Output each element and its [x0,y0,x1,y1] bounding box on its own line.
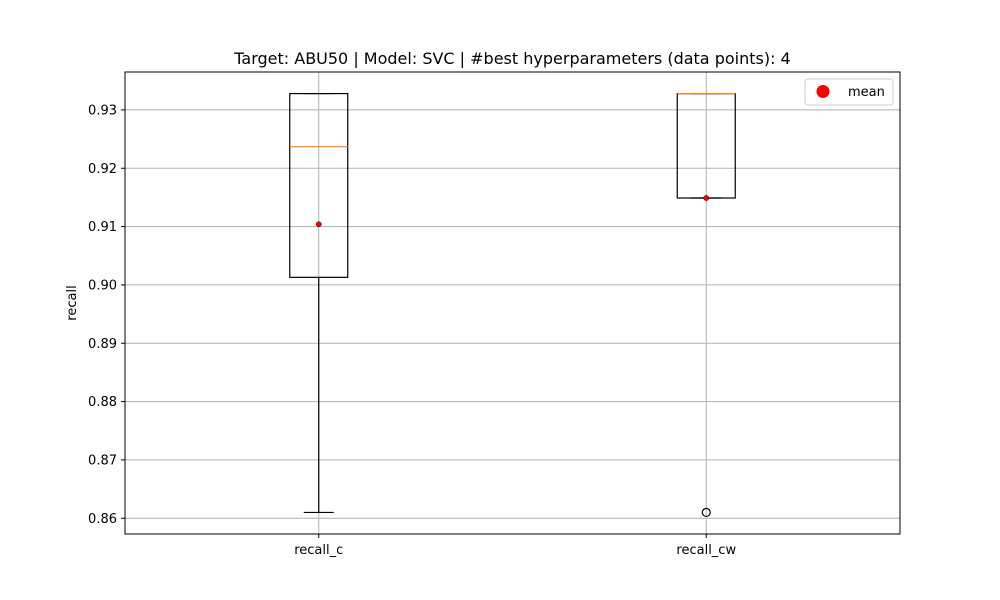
chart-title: Target: ABU50 | Model: SVC | #best hyper… [233,49,790,68]
grid-lines [125,72,900,534]
mean-marker [703,195,710,201]
y-tick-label: 0.89 [88,337,117,352]
x-tick-label: recall_cw [676,543,736,558]
y-tick-label: 0.92 [88,162,117,177]
outlier-point [701,507,711,518]
y-axis-ticks: 0.86 0.87 0.88 0.89 0.90 0.91 0.92 0.93 [88,103,125,527]
mean-marker [315,221,322,228]
x-tick-label: recall_c [294,543,343,558]
y-tick-label: 0.88 [88,395,117,410]
iqr-box [289,92,349,278]
y-tick-label: 0.90 [88,278,117,293]
legend-mean-marker [816,85,830,98]
box-recall_c [289,92,349,514]
legend-frame [804,78,894,106]
y-tick-label: 0.86 [88,512,117,527]
y-tick-label: 0.93 [88,103,117,118]
axes-frame [124,71,901,535]
box-recall_cw [676,92,736,518]
y-tick-label: 0.91 [88,220,117,235]
y-tick-label: 0.87 [88,453,117,468]
legend-label-mean: mean [848,85,885,100]
x-axis-ticks: recall_c recall_cw [294,534,736,558]
legend: mean [804,78,894,106]
y-axis-label: recall [65,285,80,320]
box-plots [289,92,736,518]
